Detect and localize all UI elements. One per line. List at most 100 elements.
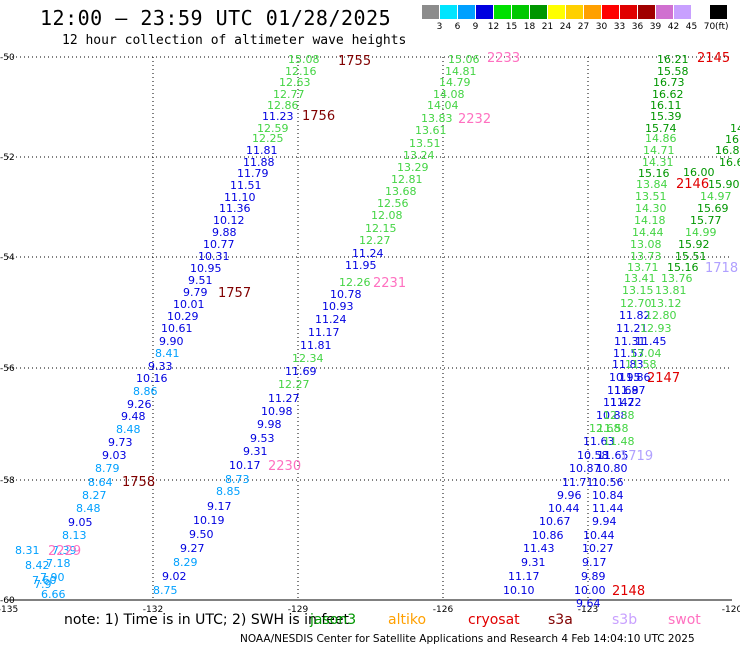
swh-value: 9.05 [68,516,93,529]
swh-value: 11.58 [597,422,629,435]
pass-number: 2146 [676,177,709,192]
swh-value: 13.51 [635,190,667,203]
swh-value: 14.18 [634,214,666,227]
swh-value: 8.27 [82,489,107,502]
swh-value: 10.44 [548,502,580,515]
pass-number: 1757 [218,286,251,301]
swh-value: 12.16 [285,65,317,78]
swh-value: 9.94 [592,515,617,528]
swh-value: 11.43 [523,542,555,555]
swh-value: 16.8 [715,144,740,157]
swh-value: 8.48 [76,502,101,515]
swh-value: 10.56 [592,476,624,489]
swh-value: 10.27 [582,542,614,555]
swh-value: 9.17 [207,500,232,513]
swh-value: 14.44 [632,226,664,239]
legend-label: 12 [487,22,500,32]
pass-number: 2231 [373,276,406,291]
satellite-s3b: s3b [612,612,638,628]
swh-value: 10.80 [596,462,628,475]
swh-value: 15.58 [657,65,689,78]
swh-value: 11.57 [613,347,645,360]
swh-value: 13.15 [622,284,654,297]
swh-value: 11.42 [603,396,635,409]
swh-value: 12.38 [603,409,635,422]
legend-swatch [494,5,511,19]
swh-value: 11.69 [285,365,317,378]
swh-value: 9.48 [121,410,146,423]
swh-value: 12.81 [391,173,423,186]
swh-value: 14.30 [635,202,667,215]
swh-value: 15.06 [448,53,480,66]
legend-swatch [674,5,691,19]
swh-value: 14.31 [642,156,674,169]
pass-number: 1718 [705,261,738,276]
swh-value: 11.72 [610,396,642,409]
swh-value: 10.98 [261,405,293,418]
legend-swatch [512,5,529,19]
lon-tick-label: -123 [578,605,598,615]
pass-number: 2229 [48,544,81,559]
pass-number: 1756 [302,109,335,124]
swh-value: 16.62 [652,88,684,101]
swh-value: 13.84 [636,178,668,191]
swh-value: 11.21 [616,322,648,335]
swh-value: 13.76 [661,272,693,285]
swh-value: 8.86 [133,385,158,398]
swh-value: 12.86 [267,99,299,112]
swh-value: 12.70 [620,297,652,310]
swh-value: 11.17 [508,570,540,583]
swh-value: 11.86 [619,371,651,384]
swh-value: 11.31 [614,335,646,348]
page-title: 12:00 – 23:59 UTC 01/28/2025 [40,6,392,30]
swh-value: 8.73 [225,473,250,486]
swh-value: 10.77 [203,238,235,251]
swh-value: 13.83 [421,112,453,125]
swh-value: 8.29 [173,556,198,569]
swh-value: 13.24 [403,149,435,162]
swh-value: 15.16 [667,261,699,274]
satellite-altiko: altiko [388,612,427,628]
swh-value: 15.51 [675,250,707,263]
swh-value: 14.99 [685,226,717,239]
swh-value: 11.45 [635,335,667,348]
swh-value: 10.00 [574,584,606,597]
lon-tick-label: -120 [722,605,740,615]
lon-tick-label: -135 [0,605,18,615]
legend-swatch [638,5,655,19]
legend-label: 30 [595,22,608,32]
swh-value: 10.58 [577,449,609,462]
swh-value: 15.69 [697,202,729,215]
swh-value: 7.60 [32,574,57,587]
swh-value: 11.51 [230,179,262,192]
swh-value: 11.88 [243,156,275,169]
swh-value: 16.21 [657,53,689,66]
swh-value: 10.19 [193,514,225,527]
swh-value: 11.65 [597,449,629,462]
lat-tick-label: -52 [0,153,15,163]
swh-value: 15.92 [678,238,710,251]
legend-swatch [584,5,601,19]
note-text: note: 1) Time is in UTC; 2) SWH is in fe… [64,612,350,628]
swh-value: 9.51 [188,274,213,287]
swh-value: 14.97 [700,190,732,203]
swh-value: 9.89 [581,570,606,583]
swh-value: 8.79 [95,462,120,475]
swh-value: 9.33 [148,360,173,373]
pass-number: 1758 [122,475,155,490]
legend-label: 70 [703,22,716,32]
swh-value: 16 [725,133,739,146]
swh-value: 16.00 [683,166,715,179]
swh-value: 10.10 [503,584,535,597]
swh-value: 10.87 [569,462,601,475]
legend-swatch [710,5,727,19]
swh-value: 10.93 [322,300,354,313]
swh-value: 15.39 [650,110,682,123]
legend-swatch [458,5,475,19]
swh-value: 8.41 [155,347,180,360]
swh-value: 12.56 [377,197,409,210]
pass-number: 2145 [697,51,730,66]
legend-swatch [620,5,637,19]
swh-value: 8.85 [216,485,241,498]
